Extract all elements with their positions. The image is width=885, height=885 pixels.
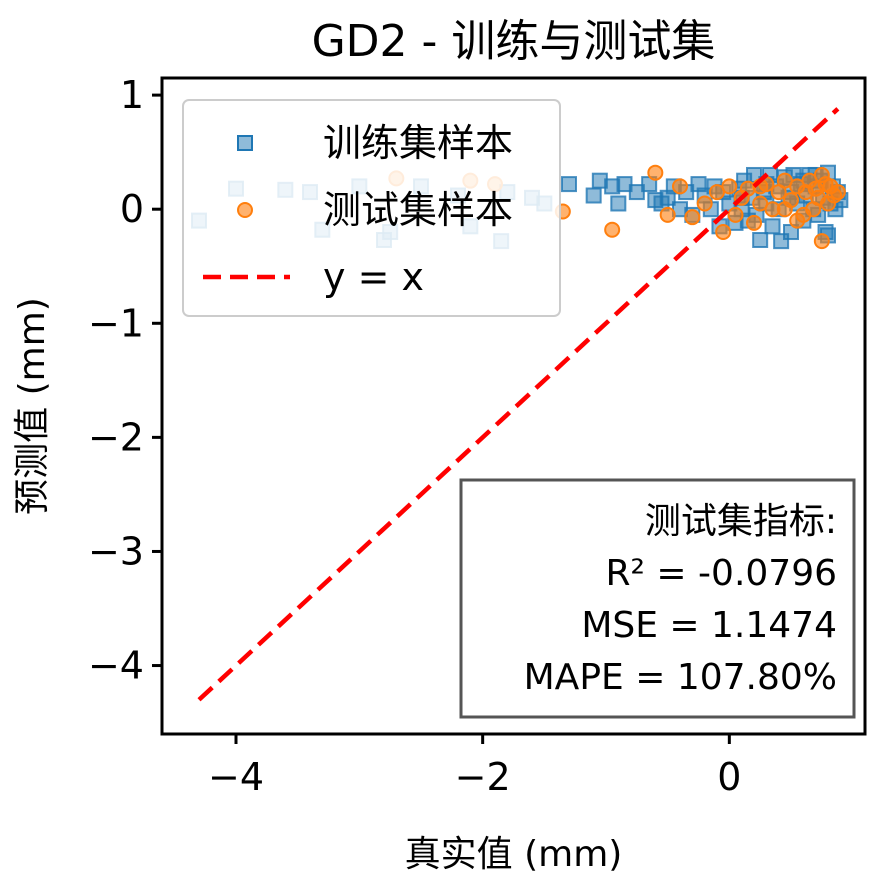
x-tick-label: −4 [208, 755, 264, 799]
legend-box [182, 99, 561, 317]
test-point [789, 212, 806, 229]
identity-line [197, 107, 840, 702]
y-tick-label: −4 [88, 644, 144, 688]
chart-title: GD2 - 训练与测试集 [312, 16, 716, 67]
metrics-box [459, 478, 856, 719]
metrics-line: R² = -0.0796 [606, 553, 837, 594]
legend-label: 训练集样本 [323, 121, 513, 165]
train-point [647, 192, 664, 209]
test-point [776, 201, 793, 218]
x-tick-label: 0 [717, 755, 741, 799]
test-point [684, 209, 701, 226]
legend-label: y = x [323, 255, 424, 299]
train-point [585, 187, 602, 204]
metrics-line: 测试集指标: [645, 501, 837, 542]
test-point [813, 233, 830, 250]
train-point [752, 232, 769, 249]
test-point [696, 195, 713, 212]
test-point [813, 166, 830, 183]
test-point [672, 178, 688, 195]
metrics-annotation: 测试集指标: R² = -0.0796 MSE = 1.1474 MAPE = 107… [459, 478, 856, 719]
metrics-line: MAPE = 107.80% [524, 657, 837, 698]
test-point [604, 221, 621, 238]
test-point [659, 206, 676, 223]
test-point [715, 224, 732, 241]
y-axis-label: 预测值 (mm) [12, 297, 53, 515]
test-point [727, 206, 744, 223]
y-tick-label: −2 [88, 415, 144, 459]
test-point [721, 178, 738, 195]
legend-train-marker [237, 135, 253, 151]
legend-label: 测试集样本 [323, 188, 513, 232]
legend-test-marker [237, 202, 253, 218]
x-tick-label: −2 [455, 755, 511, 799]
y-tick-label: −1 [88, 301, 144, 345]
metrics-line: MSE = 1.1474 [581, 605, 837, 646]
x-axis-label: 真实值 (mm) [405, 834, 623, 875]
test-point [829, 184, 846, 201]
y-tick-label: 1 [120, 73, 144, 117]
ticks-layer: −4 −2 0 1 0 −1 −2 −3 −4 [88, 73, 741, 799]
y-tick-label: −3 [88, 529, 144, 573]
train-point [764, 218, 781, 235]
metrics-lines: 测试集指标: R² = -0.0796 MSE = 1.1474 MAPE = 107… [524, 501, 837, 698]
axes-frame [160, 76, 867, 736]
train-point [561, 176, 577, 193]
train-point [610, 195, 627, 212]
y-tick-label: 0 [120, 187, 144, 231]
test-point [647, 164, 664, 181]
test-point [746, 214, 762, 231]
